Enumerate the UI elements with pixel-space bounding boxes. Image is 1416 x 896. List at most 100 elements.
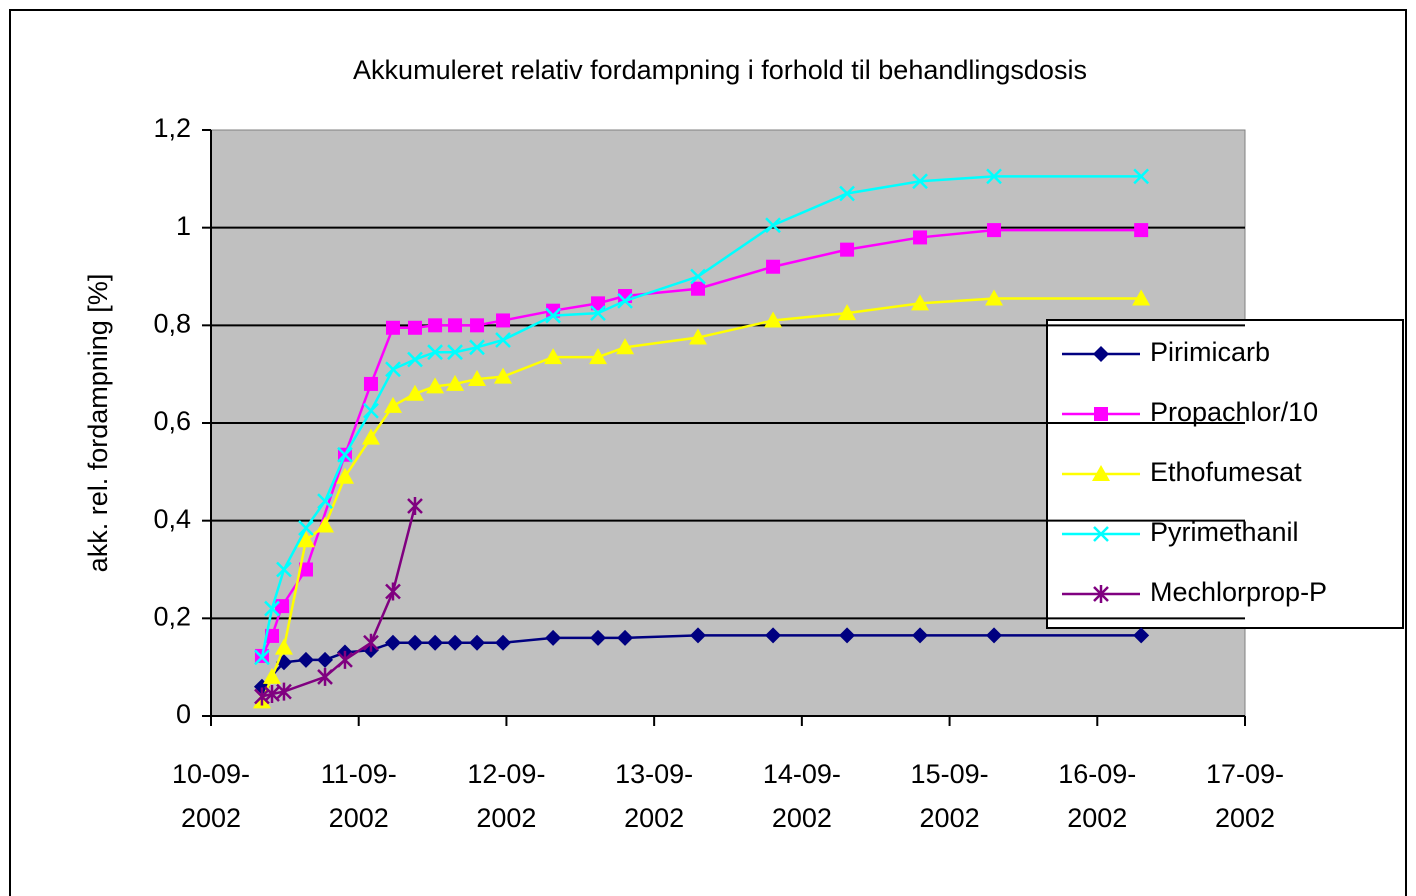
marker [337,650,353,669]
marker [1133,168,1150,185]
marker [1093,346,1109,362]
x-tick-label: 13-09-2002 [615,759,693,833]
marker [275,599,290,614]
marker [276,561,292,578]
marker [617,293,633,309]
marker [298,520,314,536]
marker [590,629,607,646]
marker [590,305,606,322]
marker [495,634,512,651]
marker [1132,289,1151,306]
marker [383,396,402,413]
y-tick-label: 0,6 [153,406,191,436]
marker [839,627,856,644]
marker [912,173,928,190]
marker [265,628,280,643]
marker [987,223,1002,238]
marker [446,374,465,391]
y-tick-label: 1,2 [153,113,191,143]
x-tick-label: 16-09-2002 [1058,759,1136,833]
marker [986,168,1002,185]
marker [840,242,855,257]
series-line [260,175,1142,658]
marker [254,649,270,666]
marker [545,307,561,324]
marker [765,217,781,234]
marker [407,351,423,368]
x-tick-label: 11-09-2002 [321,759,397,833]
marker [264,685,280,704]
marker [1133,627,1150,644]
marker [426,377,445,394]
marker [589,348,608,365]
marker [384,634,401,651]
marker [263,667,282,684]
x-tick-label: 17-09-2002 [1206,759,1284,833]
legend-label: Ethofumesat [1150,457,1302,487]
marker [361,428,380,445]
marker [765,627,782,644]
marker [1094,407,1108,421]
x-tick-label: 10-09-2002 [172,759,250,833]
marker [616,338,635,355]
marker [766,259,781,274]
series-line [260,297,1142,702]
marker [407,497,423,516]
marker [986,627,1003,644]
x-tick-label: 15-09-2002 [911,759,989,833]
marker [689,328,708,345]
marker [298,562,313,577]
marker [317,651,334,668]
marker [337,446,353,463]
x-tick-label: 12-09-2002 [467,759,545,833]
legend-label: Mechlorprop-P [1150,577,1327,607]
marker [363,402,379,419]
marker [912,627,929,644]
marker [617,629,634,646]
marker [1093,585,1109,603]
chart-title: Akkumuleret relativ fordampning i forhol… [353,55,1087,85]
marker [427,634,444,651]
marker [448,318,463,333]
marker [468,370,487,387]
marker [470,318,485,333]
marker [447,634,464,651]
marker [469,339,485,356]
marker [591,296,606,311]
marker [839,185,855,202]
marker [274,638,293,655]
marker [363,633,379,652]
marker [385,320,400,335]
legend-label: Pirimicarb [1150,337,1270,367]
marker [406,634,423,651]
marker [1092,465,1110,481]
marker [428,318,443,333]
marker [297,651,314,668]
marker [363,376,378,391]
marker [690,268,706,285]
marker [911,294,930,311]
legend-label: Propachlor/10 [1150,397,1318,427]
marker [913,230,928,245]
marker [545,629,562,646]
marker [690,627,707,644]
marker [296,531,315,548]
marker [317,667,333,686]
marker [385,582,401,601]
marker [317,493,333,510]
marker [335,467,354,484]
marker [691,281,706,296]
marker [1134,223,1149,238]
marker [1093,526,1109,542]
marker [264,600,280,617]
y-tick-label: 0,8 [153,308,191,338]
marker [496,313,511,328]
y-tick-label: 0,4 [153,504,191,534]
marker [405,384,424,401]
y-tick-label: 0,2 [153,601,191,631]
marker [494,367,513,384]
marker [276,682,292,701]
y-tick-label: 1 [176,211,191,241]
legend-label: Pyrimethanil [1150,517,1299,547]
